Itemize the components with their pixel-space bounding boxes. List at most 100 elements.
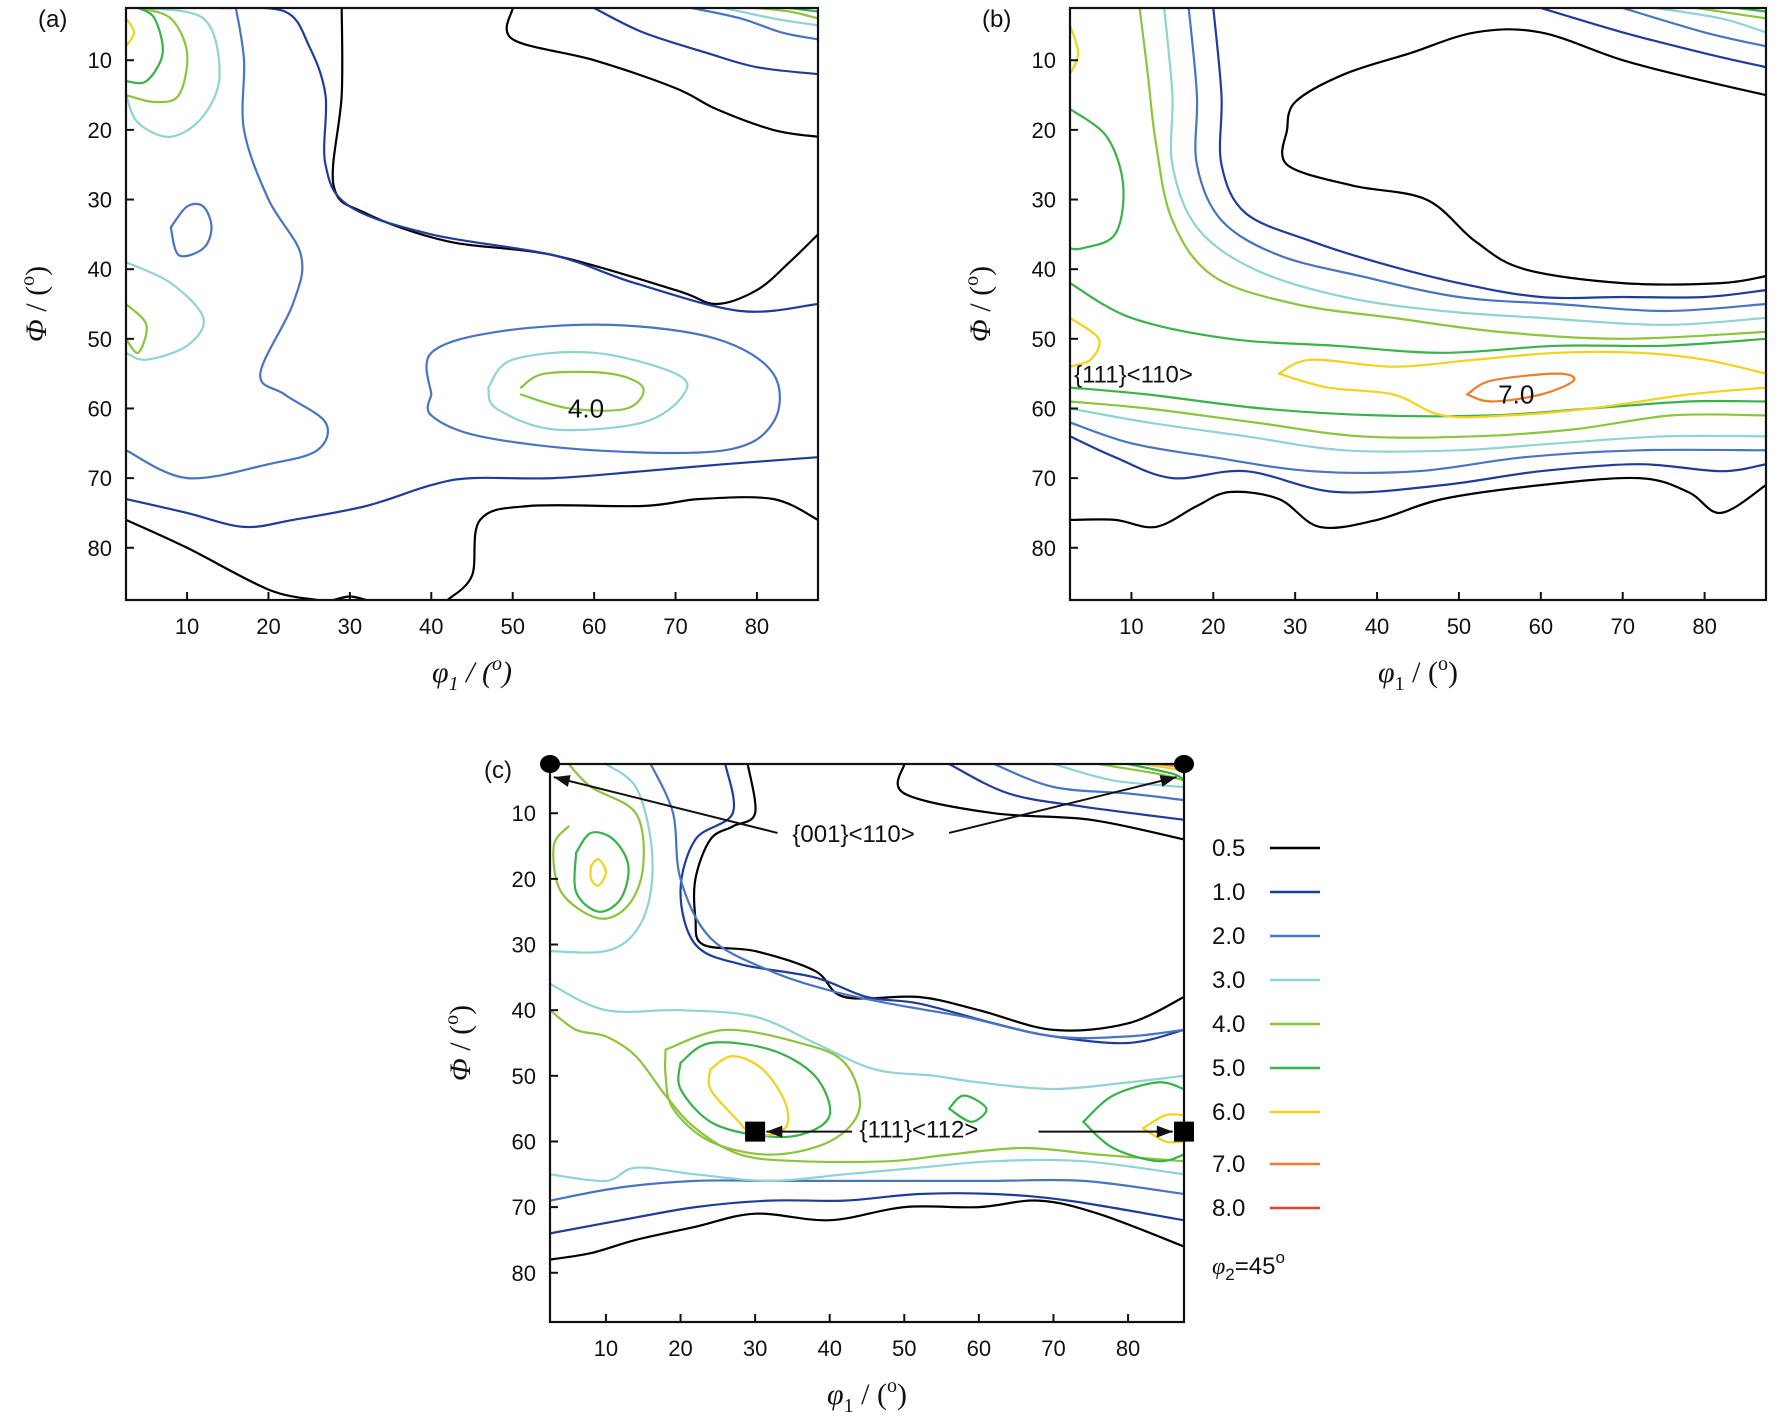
legend-level-label: 0.5 <box>1212 835 1245 862</box>
contour-line-1 <box>550 1192 1184 1235</box>
panel-a: (a) 4.0 10 20 30 40 50 60 70 80 10 20 30 40 50 60 70 80… <box>17 6 820 695</box>
panel-b-ticks: 10 20 30 40 50 60 70 80 10 20 30 40 50 60 70 80 <box>1032 48 1717 639</box>
ideal-orientation-circle-marker <box>1174 755 1194 773</box>
contour-line-1 <box>947 764 1184 821</box>
x-tick-label: 10 <box>594 1336 618 1361</box>
y-tick-label: 50 <box>88 327 112 352</box>
contour-line-5 <box>126 8 164 85</box>
legend-phi2-note: φ2=45o <box>1212 1248 1285 1284</box>
y-tick-label: 10 <box>1032 48 1056 73</box>
annotation-arrow-head <box>766 1125 783 1138</box>
x-tick-label: 10 <box>1119 614 1143 639</box>
y-tick-label: 20 <box>512 867 536 892</box>
contour-line-1 <box>1539 8 1766 69</box>
contour-line-7 <box>1466 372 1576 403</box>
y-tick-label: 40 <box>88 257 112 282</box>
contour-line-0-5 <box>550 1199 1184 1261</box>
y-tick-label: 40 <box>512 998 536 1023</box>
y-tick-label: 70 <box>88 466 112 491</box>
contour-line-0-5 <box>1285 28 1766 131</box>
contour-value-label: 7.0 <box>1498 380 1534 410</box>
contour-line-6 <box>1070 24 1080 76</box>
panel-c-frame <box>548 762 1186 1324</box>
y-tick-label: 30 <box>1032 188 1056 213</box>
y-tick-label: 40 <box>1032 257 1056 282</box>
contour-line-0-5 <box>1070 476 1766 530</box>
x-tick-label: 70 <box>663 614 687 639</box>
legend-level-label: 2.0 <box>1212 923 1245 950</box>
x-tick-label: 50 <box>1447 614 1471 639</box>
x-tick-label: 20 <box>1201 614 1225 639</box>
contour-line-5 <box>677 1041 832 1139</box>
contour-line-5 <box>1070 282 1766 354</box>
panel-b-frame <box>1068 6 1768 602</box>
contour-line-5 <box>573 831 630 913</box>
panel-c-overlay: {001}<110> {111}<112> <box>540 755 1194 1143</box>
contour-line-4 <box>1097 764 1184 782</box>
contour-line-6 <box>1277 350 1766 375</box>
contour-line-3 <box>126 261 205 361</box>
panel-a-ticks: 10 20 30 40 50 60 70 80 10 20 30 40 50 60 70 80 <box>88 48 770 639</box>
contour-line-2 <box>690 8 818 41</box>
y-tick-label: 20 <box>1032 118 1056 143</box>
y-tick-label: 70 <box>1032 466 1056 491</box>
legend-level-label: 7.0 <box>1212 1151 1245 1178</box>
contour-line-2 <box>1187 8 1766 313</box>
contour-line-0-5 <box>1281 128 1766 286</box>
contour-line-6 <box>1277 372 1766 419</box>
panel-a-contours <box>126 8 818 600</box>
panel-c-tag: (c) <box>484 757 512 784</box>
panel-b-contours <box>1070 8 1766 530</box>
contour-line-5 <box>1082 1081 1184 1123</box>
x-tick-label: 30 <box>743 1336 767 1361</box>
contour-line-3 <box>487 350 689 432</box>
y-tick-label: 80 <box>88 536 112 561</box>
contour-line-2 <box>169 202 213 258</box>
legend-level-label: 6.0 <box>1212 1099 1245 1126</box>
texture-annotation: {111}<112> <box>860 1116 979 1143</box>
y-tick-label: 70 <box>512 1195 536 1220</box>
contour-line-2 <box>550 1178 1184 1202</box>
y-tick-label: 60 <box>88 396 112 421</box>
contour-line-3 <box>723 8 818 27</box>
panel-b-ylabel: Φ / (o) <box>961 266 997 342</box>
contour-line-5 <box>1070 386 1766 418</box>
contour-line-1 <box>593 8 818 76</box>
y-tick-label: 10 <box>512 801 536 826</box>
contour-line-0-5 <box>692 764 1184 1032</box>
legend-level-label: 3.0 <box>1212 967 1245 994</box>
contour-line-4 <box>663 1028 862 1156</box>
contour-line-5 <box>1127 764 1184 782</box>
x-tick-label: 50 <box>500 614 524 639</box>
x-tick-label: 20 <box>668 1336 692 1361</box>
contour-line-5 <box>1082 1120 1184 1163</box>
texture-annotation: {001}<110> <box>792 821 914 848</box>
contour-line-0-5 <box>331 8 818 306</box>
panel-c-ylabel: Φ / (o) <box>441 1005 477 1081</box>
panel-c-contours <box>550 764 1184 1261</box>
contour-line-1 <box>1212 8 1766 300</box>
annotation-arrow-head <box>553 775 571 787</box>
y-tick-label: 50 <box>1032 327 1056 352</box>
y-tick-label: 50 <box>512 1064 536 1089</box>
panel-c: (c) {001}<110> {111}<112> 10 20 30 40 50 60 70 8… <box>441 755 1194 1417</box>
contour-legend: 0.5 1.0 2.0 3.0 4.0 5.0 6.0 7.0 8.0 φ2=45o <box>1212 835 1320 1284</box>
y-tick-label: 10 <box>88 48 112 73</box>
x-tick-label: 40 <box>817 1336 841 1361</box>
contour-line-6 <box>1141 1113 1184 1130</box>
contour-line-3 <box>1654 8 1766 34</box>
ideal-orientation-square-marker <box>745 1121 766 1142</box>
y-tick-label: 60 <box>1032 396 1056 421</box>
y-tick-label: 30 <box>88 188 112 213</box>
x-tick-label: 70 <box>1041 1336 1065 1361</box>
ideal-orientation-circle-marker <box>540 755 560 773</box>
contour-line-6 <box>126 17 136 48</box>
contour-line-0-5 <box>896 764 1184 841</box>
x-tick-label: 20 <box>256 614 280 639</box>
contour-line-1 <box>218 8 818 313</box>
legend-level-label: 5.0 <box>1212 1055 1245 1082</box>
y-tick-label: 80 <box>512 1261 536 1286</box>
panel-c-xlabel: φ1 / (o) <box>827 1375 907 1417</box>
panel-a-overlay: 4.0 <box>568 393 604 423</box>
